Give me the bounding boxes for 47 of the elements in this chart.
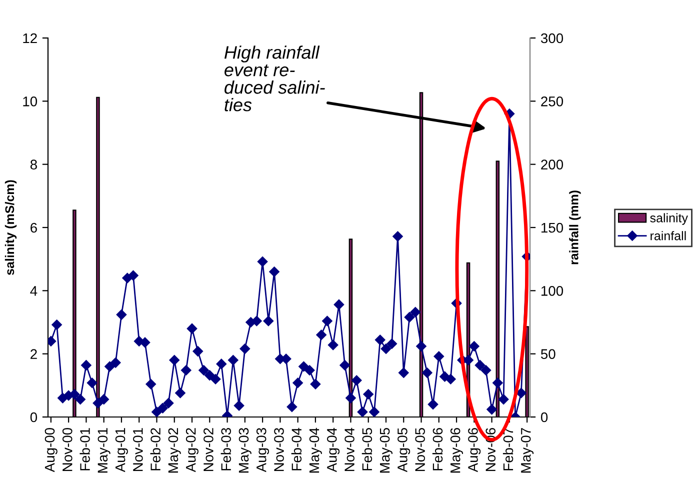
x-tick-label: Aug-03 <box>256 428 270 472</box>
y2-tick-label: 0 <box>540 412 548 422</box>
y2-tick-label: 200 <box>541 160 564 170</box>
x-tick-label: Feb-05 <box>362 428 372 470</box>
x-tick-label: May-05 <box>380 428 392 473</box>
x-tick-label: May-01 <box>98 428 110 473</box>
y-tick-label: 12 <box>23 33 37 44</box>
x-tick-label: Aug-06 <box>468 428 481 472</box>
x-tick-label: Nov-04 <box>344 428 354 472</box>
y-tick-label: 0 <box>30 412 38 422</box>
x-tick-label: Aug-05 <box>398 428 410 472</box>
y2-axis-title: rainfall (mm) <box>569 190 581 264</box>
x-tick-label: Feb-03 <box>220 428 232 470</box>
x-tick-label: Feb-04 <box>291 428 302 470</box>
x-tick-label: May-03 <box>238 428 252 473</box>
x-tick-label: Nov-03 <box>274 428 284 472</box>
legend-label: salinity <box>650 213 688 225</box>
legend-label: rainfall <box>650 231 686 240</box>
x-tick-label: Aug-01 <box>115 428 128 472</box>
x-tick-label: Nov-00 <box>62 428 72 472</box>
x-tick-label: May-02 <box>168 428 181 473</box>
x-tick-label: Aug-00 <box>44 428 58 472</box>
x-tick-label: May-04 <box>309 428 322 473</box>
y2-tick-label: 300 <box>540 33 564 44</box>
y-tick-label: 10 <box>23 96 38 106</box>
x-tick-label: Nov-01 <box>133 428 143 472</box>
y-tick-label: 4 <box>30 286 38 296</box>
x-tick-label: Feb-07 <box>502 428 514 470</box>
y2-tick-label: 100 <box>541 286 564 296</box>
x-tick-label: Aug-02 <box>186 428 198 472</box>
x-tick-label: Nov-06 <box>486 428 496 472</box>
y2-tick-label: 150 <box>541 222 564 233</box>
x-tick-label: Feb-01 <box>80 428 90 470</box>
y2-tick-label: 250 <box>541 96 564 106</box>
x-tick-label: Nov-02 <box>204 428 214 472</box>
x-tick-label: May-06 <box>450 428 463 473</box>
x-tick-label: Feb-06 <box>432 428 443 470</box>
y2-tick-label: 50 <box>540 349 556 360</box>
x-tick-label: Aug-04 <box>326 428 340 472</box>
x-tick-label: Feb-02 <box>150 428 160 470</box>
y-tick-label: 2 <box>30 349 37 359</box>
x-tick-label: Nov-05 <box>415 428 425 472</box>
annotation: High rainfall event re- duced salini- ties <box>224 46 325 112</box>
y-axis-title: salinity (mS/cm) <box>4 180 17 275</box>
y-tick-label: 6 <box>30 222 37 233</box>
y-tick-label: 8 <box>30 160 37 170</box>
x-tick-label: May-07 <box>520 428 534 473</box>
